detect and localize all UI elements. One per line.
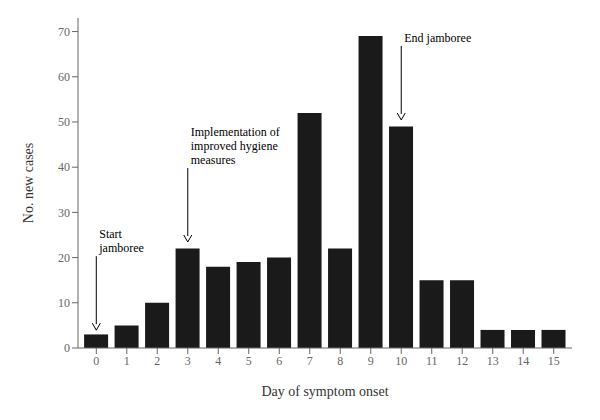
svg-text:No. new cases: No. new cases bbox=[21, 143, 36, 223]
svg-text:0: 0 bbox=[93, 354, 99, 368]
svg-text:4: 4 bbox=[215, 354, 221, 368]
svg-text:Day of symptom onset: Day of symptom onset bbox=[261, 384, 388, 399]
svg-text:Start: Start bbox=[99, 227, 122, 241]
svg-text:10: 10 bbox=[58, 296, 70, 310]
svg-text:10: 10 bbox=[395, 354, 407, 368]
svg-text:70: 70 bbox=[58, 25, 70, 39]
svg-text:5: 5 bbox=[246, 354, 252, 368]
svg-text:30: 30 bbox=[58, 206, 70, 220]
svg-text:13: 13 bbox=[487, 354, 499, 368]
svg-text:12: 12 bbox=[456, 354, 468, 368]
svg-text:7: 7 bbox=[307, 354, 313, 368]
svg-text:8: 8 bbox=[337, 354, 343, 368]
svg-text:60: 60 bbox=[58, 70, 70, 84]
svg-text:improved hygiene: improved hygiene bbox=[191, 139, 278, 153]
svg-text:14: 14 bbox=[517, 354, 529, 368]
svg-text:3: 3 bbox=[185, 354, 191, 368]
svg-text:11: 11 bbox=[426, 354, 438, 368]
svg-text:9: 9 bbox=[368, 354, 374, 368]
svg-text:15: 15 bbox=[548, 354, 560, 368]
svg-text:Implementation of: Implementation of bbox=[191, 125, 280, 139]
svg-text:6: 6 bbox=[276, 354, 282, 368]
svg-text:20: 20 bbox=[58, 251, 70, 265]
svg-text:jamboree: jamboree bbox=[98, 241, 144, 255]
svg-text:measures: measures bbox=[191, 153, 236, 167]
svg-text:2: 2 bbox=[154, 354, 160, 368]
svg-text:40: 40 bbox=[58, 160, 70, 174]
svg-text:End jamboree: End jamboree bbox=[404, 31, 471, 45]
svg-text:50: 50 bbox=[58, 115, 70, 129]
svg-text:1: 1 bbox=[124, 354, 130, 368]
svg-text:0: 0 bbox=[64, 341, 70, 355]
